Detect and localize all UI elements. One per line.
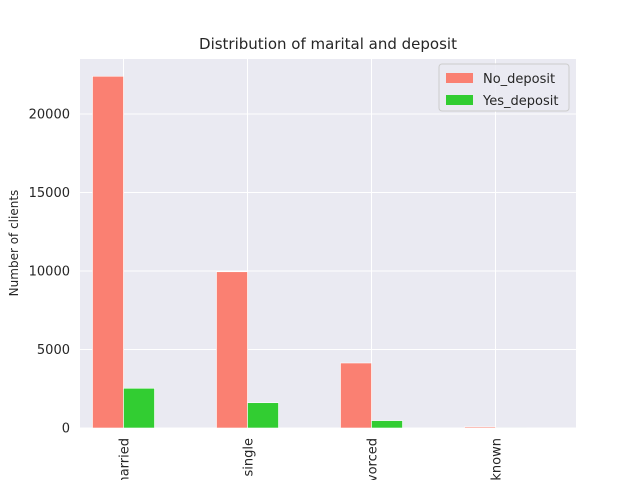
y-tick-label: 5000 xyxy=(37,343,70,358)
bar-yes-deposit-married xyxy=(123,387,155,429)
bar-yes-deposit-divorced xyxy=(371,420,403,429)
bar-yes-deposit-single xyxy=(247,402,279,429)
bar-no-deposit-unknown xyxy=(464,426,496,429)
bar-no-deposit-married xyxy=(92,75,124,429)
bars xyxy=(92,75,527,429)
legend-label-yes-deposit: Yes_deposit xyxy=(482,94,558,109)
y-tick-label: 15000 xyxy=(29,186,70,201)
legend-label-no-deposit: No_deposit xyxy=(483,72,555,87)
legend-swatch-yes-deposit xyxy=(446,95,473,105)
x-tick-label-single: single xyxy=(242,438,257,477)
y-tick-label: 10000 xyxy=(29,264,70,279)
x-tick-label-unknown: unknown xyxy=(490,438,505,480)
y-axis-ticks: 0 5000 10000 15000 20000 xyxy=(29,107,70,436)
legend: No_deposit Yes_deposit xyxy=(438,63,570,112)
legend-swatch-no-deposit xyxy=(446,73,473,83)
y-axis-label: Number of clients xyxy=(7,190,21,297)
x-tick-label-married: married xyxy=(118,438,133,480)
y-tick-label: 0 xyxy=(62,422,70,437)
x-tick-label-divorced: divorced xyxy=(366,438,381,480)
bar-no-deposit-single xyxy=(216,271,248,429)
bar-no-deposit-divorced xyxy=(340,362,372,429)
chart-title: Distribution of marital and deposit xyxy=(199,35,457,53)
plot-area xyxy=(80,59,576,428)
x-axis-ticks: married single divorced unknown xyxy=(118,438,505,480)
y-tick-label: 20000 xyxy=(29,107,70,122)
